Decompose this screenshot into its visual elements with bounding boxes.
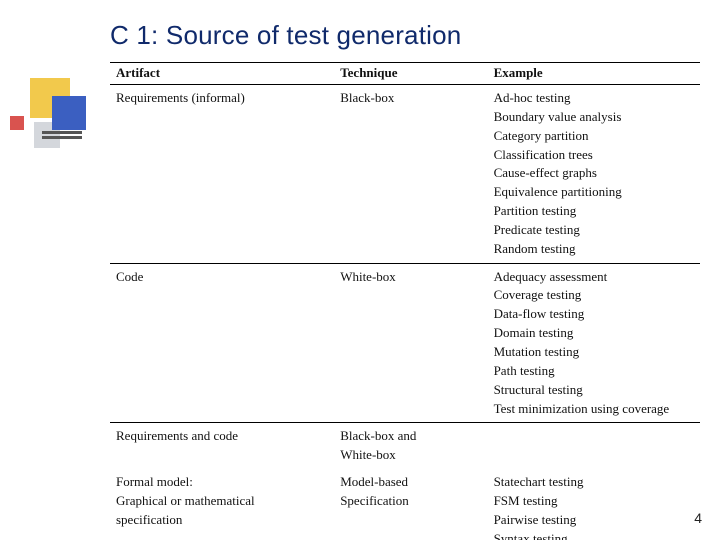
technique-line: Model-based — [340, 473, 481, 492]
col-header-example: Example — [488, 63, 700, 85]
cell-artifact: Formal model:Graphical or mathematicalsp… — [110, 469, 334, 540]
example-line: Equivalence partitioning — [494, 183, 694, 202]
technique-line: White-box — [340, 268, 481, 287]
technique-line: Specification — [340, 492, 481, 511]
example-line: Structural testing — [494, 381, 694, 400]
col-header-technique: Technique — [334, 63, 487, 85]
cell-example: Statechart testingFSM testingPairwise te… — [488, 469, 700, 540]
page-number: 4 — [694, 510, 702, 526]
techniques-table: Artifact Technique Example Requirements … — [110, 62, 700, 540]
cell-example — [488, 423, 700, 469]
accent-bar — [42, 131, 82, 134]
artifact-line: specification — [116, 511, 328, 530]
cell-example: Ad-hoc testingBoundary value analysisCat… — [488, 85, 700, 264]
accent-bar — [42, 136, 82, 139]
example-line: Classification trees — [494, 146, 694, 165]
cell-technique: Model-basedSpecification — [334, 469, 487, 540]
artifact-line: Requirements (informal) — [116, 89, 328, 108]
cell-example: Adequacy assessmentCoverage testingData-… — [488, 263, 700, 423]
example-line: Coverage testing — [494, 286, 694, 305]
accent-square-blue — [52, 96, 86, 130]
example-line: Adequacy assessment — [494, 268, 694, 287]
example-line: Boundary value analysis — [494, 108, 694, 127]
artifact-line: Code — [116, 268, 328, 287]
example-line: Data-flow testing — [494, 305, 694, 324]
example-line: Ad-hoc testing — [494, 89, 694, 108]
example-line: Pairwise testing — [494, 511, 694, 530]
cell-artifact: Requirements (informal) — [110, 85, 334, 264]
example-line: Category partition — [494, 127, 694, 146]
example-line: Partition testing — [494, 202, 694, 221]
table-header-row: Artifact Technique Example — [110, 63, 700, 85]
example-line: Mutation testing — [494, 343, 694, 362]
accent-decoration — [30, 78, 90, 148]
slide-title: C 1: Source of test generation — [110, 20, 461, 51]
artifact-line: Requirements and code — [116, 427, 328, 446]
example-line: Random testing — [494, 240, 694, 259]
example-line: FSM testing — [494, 492, 694, 511]
technique-line: White-box — [340, 446, 481, 465]
example-line: Predicate testing — [494, 221, 694, 240]
accent-square-red — [10, 116, 24, 130]
table-row: Requirements (informal) Black-box Ad-hoc t… — [110, 85, 700, 264]
technique-line: Black-box — [340, 89, 481, 108]
example-line: Syntax testing — [494, 530, 694, 540]
example-line: Cause-effect graphs — [494, 164, 694, 183]
example-line: Domain testing — [494, 324, 694, 343]
cell-technique: Black-box andWhite-box — [334, 423, 487, 469]
artifact-line: Formal model: — [116, 473, 328, 492]
table-row: Requirements and code Black-box andWhite-… — [110, 423, 700, 469]
example-line: Path testing — [494, 362, 694, 381]
artifact-line: Graphical or mathematical — [116, 492, 328, 511]
technique-line: Black-box and — [340, 427, 481, 446]
col-header-artifact: Artifact — [110, 63, 334, 85]
cell-artifact: Code — [110, 263, 334, 423]
example-line: Statechart testing — [494, 473, 694, 492]
table-row: Formal model:Graphical or mathematicalsp… — [110, 469, 700, 540]
table-row: Code White-box Adequacy assessmentCoverage… — [110, 263, 700, 423]
cell-technique: White-box — [334, 263, 487, 423]
cell-technique: Black-box — [334, 85, 487, 264]
cell-artifact: Requirements and code — [110, 423, 334, 469]
example-line: Test minimization using coverage — [494, 400, 694, 419]
